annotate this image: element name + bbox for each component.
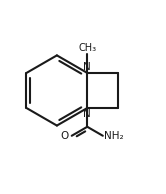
Text: N: N <box>83 62 90 72</box>
Text: O: O <box>60 131 68 141</box>
Text: CH₃: CH₃ <box>78 43 96 53</box>
Text: N: N <box>83 109 90 119</box>
Text: NH₂: NH₂ <box>104 131 124 141</box>
